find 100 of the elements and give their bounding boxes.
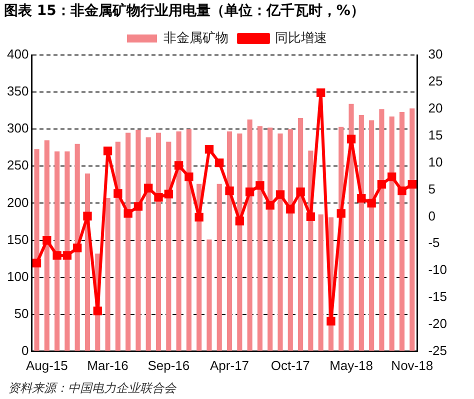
point — [377, 180, 386, 189]
legend-label: 同比增速 — [275, 30, 327, 46]
point — [103, 146, 112, 156]
bar — [410, 108, 415, 351]
bar — [115, 142, 120, 351]
bar — [358, 115, 364, 351]
point — [256, 181, 264, 190]
point — [286, 204, 295, 214]
y-tick-label: 0 — [21, 342, 29, 358]
bar — [348, 104, 354, 351]
bar — [278, 134, 283, 351]
y2-tick-label: -15 — [428, 289, 448, 304]
y2-tick-label: -10 — [428, 262, 448, 278]
x-tick-label: Mar-16 — [87, 358, 128, 373]
y2-tick-label: 10 — [428, 154, 443, 170]
point — [124, 209, 132, 218]
point — [32, 258, 42, 268]
bar — [247, 119, 252, 351]
bar — [257, 126, 262, 351]
y-tick-label: 200 — [6, 194, 29, 210]
bar — [206, 240, 212, 351]
point — [93, 306, 102, 316]
bar — [34, 149, 40, 351]
bar — [369, 120, 374, 351]
y2-tick-label: 5 — [428, 181, 436, 196]
bar — [237, 134, 242, 351]
point — [346, 134, 356, 144]
bar — [389, 116, 394, 351]
x-tick-label: May-18 — [330, 358, 373, 373]
y-tick-label: 400 — [6, 46, 29, 62]
bar — [136, 130, 141, 351]
x-tick-label: Apr-17 — [210, 358, 250, 373]
y2-tick-label: 30 — [428, 46, 443, 62]
point — [215, 158, 224, 168]
y2-tick-label: 15 — [428, 127, 443, 142]
point — [114, 189, 122, 198]
bar — [74, 144, 80, 351]
point — [225, 186, 234, 196]
y-tick-label: 50 — [14, 306, 29, 321]
bar — [54, 151, 60, 351]
point — [408, 180, 416, 189]
bar — [44, 140, 50, 351]
x-tick-label: Sep-16 — [148, 358, 190, 373]
y2-tick-label: 20 — [428, 100, 443, 116]
point — [134, 202, 143, 211]
point — [184, 172, 194, 182]
bar — [268, 128, 273, 351]
y-tick-label: 300 — [6, 120, 29, 136]
bar — [64, 151, 70, 351]
text: 资料来源：中国电力企业联合会 — [7, 380, 178, 397]
point — [42, 236, 52, 245]
bar — [176, 131, 182, 351]
y-tick-label: 250 — [6, 158, 29, 173]
point — [144, 184, 153, 192]
y-tick-label: 350 — [6, 84, 29, 99]
point — [276, 190, 285, 199]
bar — [226, 131, 232, 351]
y-tick-label: 150 — [6, 232, 29, 247]
bar — [318, 214, 324, 351]
y2-tick-label: 0 — [428, 208, 436, 224]
point — [83, 212, 92, 220]
point — [388, 172, 396, 182]
y2-tick-label: -20 — [428, 316, 448, 332]
bar — [166, 142, 172, 351]
bar — [379, 109, 384, 351]
point — [235, 216, 244, 226]
bar — [216, 184, 222, 351]
point — [336, 209, 346, 218]
point — [296, 188, 305, 196]
bar — [156, 132, 162, 351]
bar — [298, 118, 304, 351]
bar — [399, 112, 405, 351]
y2-tick-label: 25 — [428, 74, 443, 89]
point — [367, 198, 376, 208]
point — [204, 144, 214, 154]
point — [52, 251, 62, 260]
x-tick-label: Oct-17 — [270, 358, 310, 373]
bar — [126, 132, 131, 351]
bar — [186, 129, 192, 351]
y-tick-label: 100 — [6, 268, 29, 284]
point — [194, 212, 204, 222]
chart-title: 图表 15：非金属矿物行业用电量（单位：亿千瓦时，%） — [3, 2, 366, 21]
point — [164, 190, 173, 198]
point — [245, 188, 254, 196]
y2-tick-label: -5 — [428, 235, 440, 250]
bar — [105, 198, 110, 351]
point — [73, 244, 82, 252]
bar — [146, 137, 151, 351]
point — [62, 251, 72, 260]
point — [357, 194, 366, 203]
point — [174, 161, 184, 170]
x-tick-label: Nov-18 — [391, 358, 434, 373]
point — [266, 201, 274, 210]
point — [326, 316, 336, 326]
y2-tick-label: -25 — [428, 342, 448, 358]
legend-label: 非金属矿物 — [164, 30, 228, 46]
point — [154, 192, 163, 202]
point — [398, 186, 406, 196]
point — [306, 212, 316, 221]
bar — [288, 129, 293, 351]
